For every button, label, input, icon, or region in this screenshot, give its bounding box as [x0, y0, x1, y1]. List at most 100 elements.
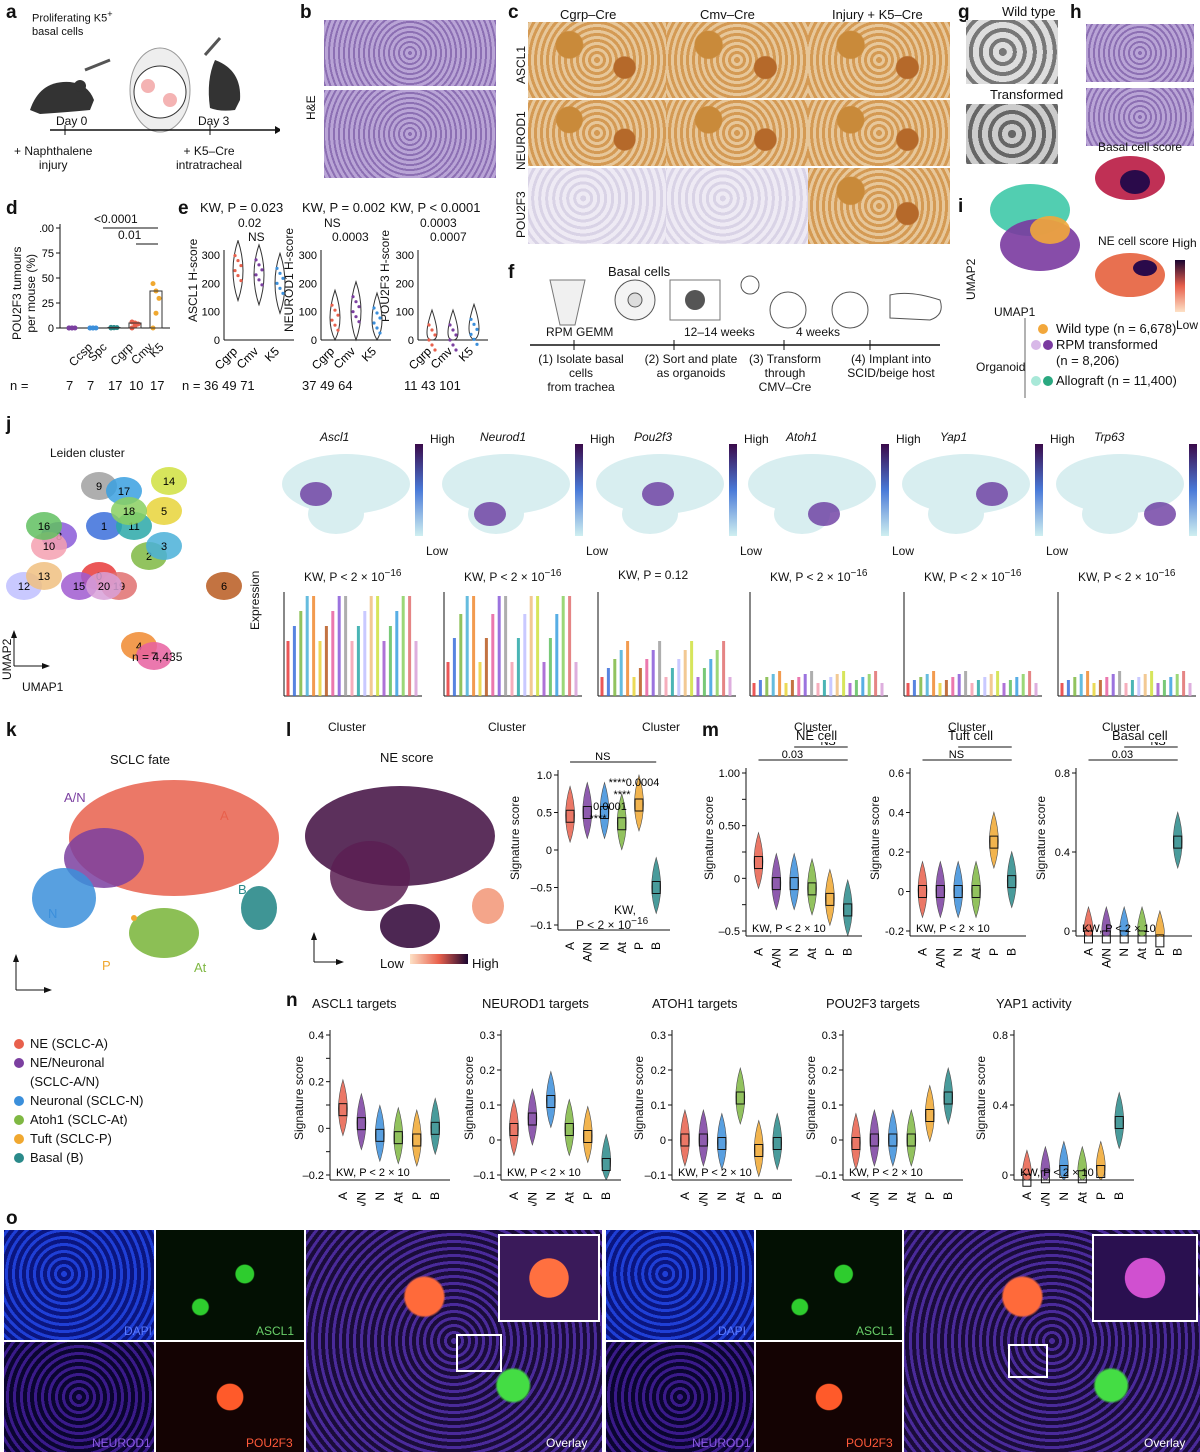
j-violin: [548, 638, 552, 696]
e-point: [233, 253, 237, 258]
vp-violin: [1077, 1145, 1088, 1181]
e1-pval-1: 0.02: [238, 216, 262, 230]
d-chart: 0 25 50 75 100: [40, 224, 170, 335]
vp-violin: [430, 1097, 441, 1156]
vp-box: [393, 1131, 403, 1145]
vp-box: [1007, 875, 1017, 889]
j-kw: KW, P < 2 × 10−16: [1078, 568, 1175, 584]
j-violin: [376, 596, 380, 696]
vp-box: [356, 1117, 366, 1131]
vp-xlabel: B: [1112, 1192, 1126, 1200]
vp-violin: [1114, 1091, 1125, 1150]
e-violin: [329, 288, 341, 342]
j-xlabel: Cluster: [642, 720, 681, 734]
vp-pval: ****: [984, 742, 1002, 748]
j-violin: [1073, 677, 1077, 696]
j-gene-umap: [596, 454, 724, 534]
j-violin: [790, 680, 794, 696]
vp-xlabel: A: [1020, 1192, 1034, 1200]
vp-xlabel: A: [678, 1192, 692, 1200]
k-sclc-umap: [13, 780, 279, 993]
vp-box: [1022, 1173, 1032, 1187]
e-point: [336, 313, 340, 317]
j-violin: [709, 659, 713, 696]
o-neurod1-2: [606, 1342, 754, 1452]
j-violin: [1130, 680, 1134, 696]
vp-box: [1077, 1170, 1087, 1184]
vp-xlabel: B: [599, 1192, 613, 1200]
j-high: High: [744, 432, 769, 446]
k-label-a: A: [220, 808, 229, 823]
e-ytick-label: 0: [311, 335, 317, 347]
vp-ytick-label: 0.8: [993, 1030, 1008, 1042]
j-kw-sup: −16: [1158, 568, 1176, 579]
vp-pval: 0.03: [782, 749, 803, 761]
vp-ytick-label: 0.4: [889, 808, 904, 820]
vp-xlabel: A: [1081, 948, 1095, 956]
j-violin: [938, 683, 942, 696]
j-violin: [1143, 674, 1147, 696]
j-cluster-blob: [206, 572, 242, 600]
j-kw: KW, P = 0.12: [618, 568, 688, 582]
vp-xlabel: N: [886, 1192, 900, 1201]
j-violin: [1175, 674, 1179, 696]
vp-ytick-label: 0.1: [480, 1100, 495, 1112]
vp-ytick-label: 0: [898, 887, 904, 899]
j-umap-hot: [976, 482, 1008, 506]
j-violin: [478, 662, 482, 696]
n-title: NEUROD1 targets: [482, 996, 589, 1011]
j-violin: [491, 614, 495, 696]
vp-violin: [753, 831, 764, 890]
j-violin: [510, 662, 514, 696]
j-gene-umap: [1056, 454, 1184, 534]
j-violin: [848, 683, 852, 696]
n-title: ATOH1 targets: [652, 996, 738, 1011]
vp-violin: [935, 860, 946, 919]
e-point: [239, 263, 243, 268]
e-title-3: KW, P < 0.0001: [390, 200, 481, 215]
vp-ytick-label: 0.4: [1055, 847, 1070, 859]
vp-box: [869, 1133, 879, 1147]
j-cluster-blob: [151, 467, 187, 495]
j-violin: [861, 677, 865, 696]
vp-ytick-label: 0: [831, 1135, 837, 1147]
vp-violin: [651, 856, 662, 915]
vp-xlabel: A: [915, 948, 929, 956]
j-violin: [822, 680, 826, 696]
o-box-2: [1008, 1344, 1048, 1378]
k-legend-dot: [14, 1115, 24, 1125]
vp-violin: [599, 781, 610, 840]
vp-xlabel: A/N: [580, 942, 594, 962]
vp-ytick-label: 0.1: [651, 1100, 666, 1112]
l-kw: KW,: [614, 903, 637, 917]
j-violin: [350, 641, 354, 696]
o-dapi-1: [4, 1230, 154, 1340]
vp-box: [583, 1130, 593, 1143]
k-legend-item: Neuronal (SCLC-N): [30, 1093, 144, 1108]
j-umap-hot: [300, 482, 332, 506]
j-low: Low: [892, 544, 915, 558]
i-legend-rpm-n: (n = 8,206): [1056, 353, 1120, 368]
j-umap-hot: [474, 502, 506, 526]
k-legend-item: (SCLC-A/N): [30, 1074, 100, 1089]
vp-kw: KW, P < 2 × 10: [1020, 1167, 1094, 1179]
vp-xlabel: P: [581, 1192, 595, 1200]
j-violin: [1002, 683, 1006, 696]
k-legend-dot: [14, 1096, 24, 1106]
o-label-pou2f3-1: POU2F3: [246, 1436, 293, 1450]
j-violin: [1169, 677, 1173, 696]
j-cluster-label: 11: [128, 521, 139, 533]
vp-ytick-label: –0.5: [719, 926, 740, 938]
j-violin: [1098, 680, 1102, 696]
e-ytick-label: 100: [299, 307, 317, 319]
d-pval-1: <0.0001: [94, 212, 138, 226]
o-inset-1: [498, 1234, 600, 1322]
j-violin: [292, 626, 296, 696]
vp-xlabel: A: [336, 1192, 350, 1200]
vp-box: [807, 882, 817, 896]
panel-letter-g: g: [958, 2, 970, 23]
j-violin: [523, 614, 527, 696]
j-violin: [797, 677, 801, 696]
vp-violin: [411, 1108, 422, 1167]
vp-box: [651, 881, 661, 894]
